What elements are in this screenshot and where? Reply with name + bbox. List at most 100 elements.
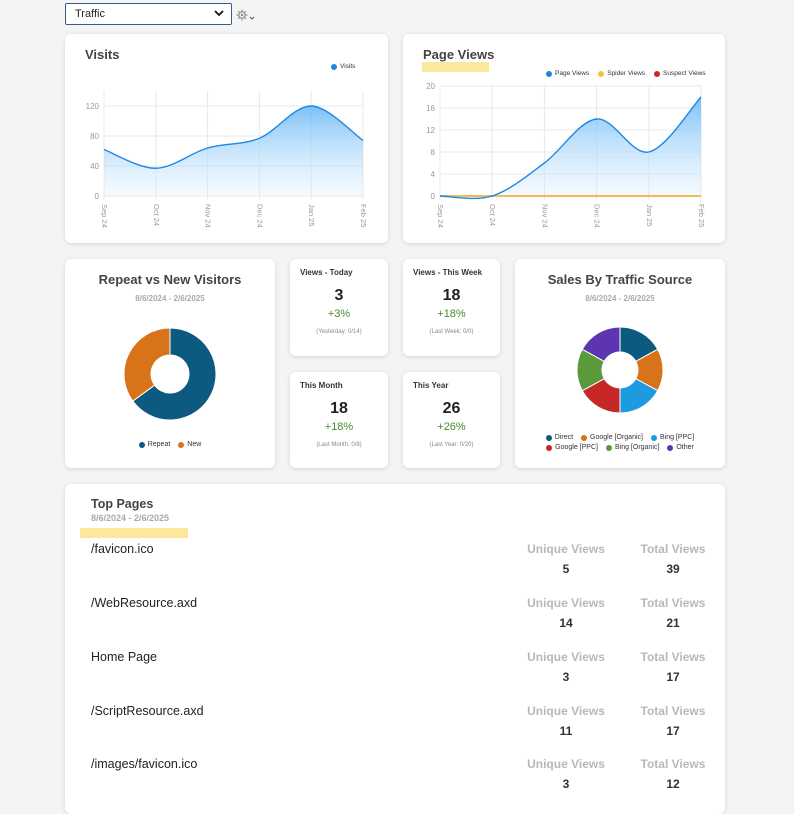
total-views-header: Total Views: [640, 542, 706, 556]
stat-previous: (Yesterday: 0/14): [316, 329, 362, 335]
stat-card-year: This Year 26 +26% (Last Year: 0/20): [403, 372, 500, 468]
stat-value: 3: [334, 287, 344, 304]
stat-label: This Year: [413, 381, 449, 390]
total-views-header: Total Views: [640, 757, 706, 771]
repeat-new-legend: Repeat New: [65, 441, 275, 448]
visits-card: Visits Visits 0 40 80 120 Sep 24 Oct 24 Nov 24…: [65, 34, 388, 243]
legend-item-repeat: Repeat: [138, 441, 171, 448]
sales-source-title: Sales By Traffic Source: [547, 272, 693, 287]
unique-views-value: 3: [562, 670, 570, 684]
legend-label: Repeat: [147, 441, 171, 448]
repeat-new-donut: [123, 327, 217, 421]
total-views-value: 17: [666, 670, 680, 684]
series-line: [103, 105, 364, 169]
legend-dot: [654, 70, 661, 77]
visits-title: Visits: [85, 47, 120, 62]
legend-dot: [605, 444, 612, 451]
total-views-header: Total Views: [640, 650, 706, 664]
stat-label: This Month: [300, 381, 343, 390]
report-type-value: Traffic: [75, 8, 105, 20]
page-name: /WebResource.axd: [91, 596, 198, 610]
visits-legend: Visits: [331, 63, 355, 70]
donut-slice: [132, 327, 217, 421]
x-tick-label: Feb 25: [697, 204, 706, 227]
total-views-value: 12: [666, 777, 680, 791]
y-tick-label: 120: [86, 102, 100, 111]
stat-change: +3%: [327, 308, 351, 320]
page-views-legend: Page Views Spider Views Suspect Views: [546, 70, 706, 77]
unique-views-header: Unique Views: [527, 757, 605, 771]
table-row[interactable]: /favicon.ico Unique Views Total Views 5 …: [65, 542, 725, 592]
legend-dot: [331, 63, 337, 70]
repeat-new-date-range: 8/6/2024 - 2/6/2025: [135, 294, 205, 303]
sales-source-legend: Direct Google [Organic] Bing [PPC] Googl…: [530, 434, 710, 451]
series-area: [440, 97, 701, 199]
legend-label: Suspect Views: [663, 70, 706, 77]
legend-dot: [138, 441, 145, 448]
table-row[interactable]: Home Page Unique Views Total Views 3 17: [65, 650, 725, 700]
sales-source-donut: [576, 326, 664, 414]
table-row[interactable]: /images/favicon.ico Unique Views Total V…: [65, 757, 725, 807]
legend-dot: [178, 441, 185, 448]
y-tick-label: 4: [431, 170, 436, 179]
gear-icon[interactable]: [236, 8, 256, 22]
unique-views-value: 5: [562, 562, 570, 576]
top-pages-card: Top Pages 8/6/2024 - 2/6/2025 /favicon.i…: [65, 484, 725, 814]
stat-previous: (Last Year: 0/20): [429, 442, 474, 448]
report-type-select[interactable]: Traffic: [65, 3, 232, 25]
unique-views-header: Unique Views: [527, 542, 605, 556]
legend-dot: [598, 70, 605, 77]
x-tick-label: Nov 24: [540, 204, 549, 228]
top-pages-title: Top Pages: [91, 497, 154, 511]
visits-chart: 0 40 80 120 Sep 24 Oct 24 Nov 24 Dec 24 Jan 25 Fe…: [86, 91, 368, 228]
stat-label: Views - Today: [300, 268, 353, 277]
stat-card-week: Views - This Week 18 +18% (Last Week: 0/…: [403, 259, 500, 356]
stat-change: +26%: [437, 421, 466, 433]
page-name: /ScriptResource.axd: [91, 704, 204, 718]
y-tick-label: 12: [426, 126, 435, 135]
y-tick-label: 80: [90, 132, 99, 141]
page-views-card: Page Views Page Views Spider Views Suspe…: [403, 34, 725, 243]
y-tick-label: 0: [431, 192, 436, 201]
x-tick-label: Sep 24: [100, 204, 109, 228]
legend-dot: [546, 70, 552, 77]
legend-label: Other: [676, 444, 694, 451]
x-tick-label: Jan 25: [307, 204, 316, 227]
page-views-chart: 0 4 8 12 16 20 Sep 24 Oct 24 Nov 24 Dec 24 Jan 25 F…: [426, 82, 706, 228]
table-row[interactable]: /ScriptResource.axd Unique Views Total V…: [65, 704, 725, 754]
unique-views-value: 11: [559, 724, 573, 738]
x-tick-label: Jan 25: [645, 204, 654, 227]
y-tick-label: 20: [426, 82, 435, 91]
page-name: /favicon.ico: [91, 542, 154, 556]
legend-item-google-ppc: Google [PPC]: [546, 444, 598, 451]
x-tick-label: Dec 24: [593, 204, 602, 228]
legend-dot: [667, 444, 674, 451]
legend-item-bing-organic: Bing [Organic]: [605, 444, 659, 451]
x-tick-label: Oct 24: [152, 204, 161, 226]
legend-label: Google [Organic]: [590, 434, 643, 441]
donut-slice: [581, 326, 621, 363]
series-line: [439, 96, 702, 200]
total-views-header: Total Views: [640, 704, 706, 718]
legend-label: Page Views: [555, 70, 590, 77]
legend-item-other: Other: [667, 444, 694, 451]
legend-item-google-organic: Google [Organic]: [581, 434, 643, 441]
stat-change: +18%: [324, 421, 354, 433]
unique-views-value: 3: [562, 777, 570, 791]
repeat-new-title: Repeat vs New Visitors: [98, 272, 242, 287]
legend-label: Visits: [340, 63, 356, 70]
legend-item-direct: Direct: [545, 434, 574, 441]
legend-item-page-views: Page Views: [546, 70, 589, 77]
legend-item-spider-views: Spider Views: [598, 70, 645, 77]
stat-card-month: This Month 18 +18% (Last Month: 0/8): [290, 372, 388, 468]
total-views-value: 21: [666, 616, 680, 630]
sales-source-card: Sales By Traffic Source 8/6/2024 - 2/6/2…: [515, 259, 725, 468]
table-row[interactable]: /WebResource.axd Unique Views Total View…: [65, 596, 725, 646]
legend-item-bing-ppc: Bing [PPC]: [650, 434, 694, 441]
unique-views-header: Unique Views: [527, 596, 605, 610]
page-name: Home Page: [91, 650, 158, 664]
x-tick-label: Nov 24: [204, 204, 213, 228]
legend-label: Direct: [554, 434, 574, 441]
stat-label: Views - This Week: [413, 268, 483, 277]
chevron-down-icon: [214, 10, 224, 17]
